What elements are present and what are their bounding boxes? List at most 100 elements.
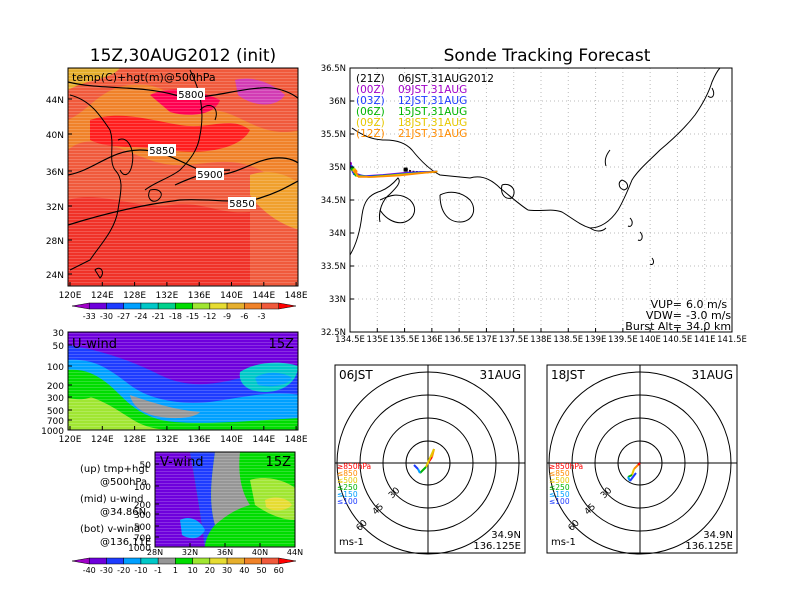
v-ytick-label: 50 [140, 461, 152, 471]
v-ytick-label: 700 [134, 534, 151, 544]
temp-colorbar-swatch [226, 302, 245, 310]
map-ytick-label: 36N [329, 97, 346, 107]
hodograph-level-label: ≤100 [549, 497, 570, 506]
hodograph-level-label: ≤850 [549, 469, 570, 478]
v-colorbar-tick: 30 [222, 566, 232, 575]
hodograph-time: 18JST [551, 368, 585, 382]
legend-entry-code: (09Z) [356, 117, 385, 129]
u-ytick-label: 50 [53, 342, 65, 352]
u-xtick-label: 136E [188, 435, 211, 445]
svg-text:5850: 5850 [149, 146, 174, 157]
hodograph-time: 06JST [339, 368, 373, 382]
hodograph-unit: ms-1 [551, 537, 576, 548]
track-series-line [354, 170, 438, 178]
v-colorbar-swatch [244, 557, 262, 565]
temp-colorbar-tick: -18 [169, 312, 182, 321]
u-ytick-label: 500 [47, 407, 64, 417]
v-ytick-label: 500 [134, 523, 151, 533]
legend-entry-time: 15JST,31AUG [398, 106, 467, 118]
note-mid-line1: (mid) u-wind [80, 494, 143, 505]
temp-colorbar-swatch [88, 302, 107, 310]
legend-entry-code: (03Z) [356, 95, 385, 107]
legend-entry-code: (21Z) [356, 73, 385, 85]
u-ytick-label: 1000 [41, 427, 64, 437]
v-xtick-label: 28N [147, 548, 163, 557]
v-wind-label: V-wind [160, 455, 204, 470]
v-xtick-label: 44N [287, 548, 303, 557]
temp-colorbar-swatch [278, 302, 297, 310]
v-ytick-label: 200 [134, 501, 151, 511]
v-colorbar-tick: -30 [100, 566, 113, 575]
v-wind-time: 15Z [266, 455, 292, 470]
v-colorbar-swatch [192, 557, 211, 565]
hodograph-trace-segment [413, 464, 419, 470]
temp-xtick-label: 128E [123, 291, 146, 301]
v-colorbar-tick: 50 [256, 566, 266, 575]
map-ytick-label: 35N [329, 163, 346, 173]
hodograph-level-label: ≤250 [337, 483, 358, 492]
v-colorbar-tick: -20 [117, 566, 130, 575]
v-colorbar-tick: 20 [205, 566, 215, 575]
v-colorbar-swatch [71, 557, 90, 565]
map-ytick-label: 35.5N [321, 130, 346, 140]
v-colorbar-swatch [209, 557, 228, 565]
temp-xtick-label: 124E [91, 291, 114, 301]
hodograph-level-label: ≤100 [337, 497, 358, 506]
v-xtick-label: 36N [217, 548, 233, 557]
hodograph-lon: 136.125E [685, 541, 733, 552]
temp-colorbar-swatch [209, 302, 228, 310]
u-xtick-label: 148E [285, 435, 308, 445]
v-colorbar-swatch [226, 557, 245, 565]
contour-label: 5850 [148, 144, 176, 157]
temp-colorbar-swatch [192, 302, 211, 310]
temp-colorbar-swatch [106, 302, 124, 310]
temp-colorbar-tick: -33 [83, 312, 96, 321]
hodograph-trace-segment [425, 448, 435, 468]
v-ytick-label: 100 [134, 483, 151, 493]
v-ytick-label: 1000 [128, 544, 151, 554]
legend-entry-code: (12Z) [356, 128, 385, 140]
temp-ytick-label: 44N [46, 96, 64, 106]
u-xtick-label: 132E [155, 435, 178, 445]
vup-label: VUP= [651, 298, 682, 311]
u-xtick-label: 124E [91, 435, 114, 445]
v-colorbar-tick: -10 [134, 566, 147, 575]
map-xtick-label: 139.5E [608, 335, 638, 345]
temp-ytick-label: 24N [46, 271, 64, 281]
temp-colorbar-swatch [261, 302, 280, 310]
temp-colorbar-tick: -27 [117, 312, 130, 321]
temp-ytick-label: 32N [46, 203, 64, 213]
map-xtick-label: 140.5E [663, 335, 693, 345]
map-xtick-label: 134.5E [335, 335, 365, 345]
temp-colorbar-swatch [71, 302, 90, 310]
map-ytick-label: 32.5N [321, 328, 346, 338]
map-ytick-label: 34N [329, 229, 346, 239]
legend-entry-time: 09JST,31AUG [398, 84, 467, 96]
temp-panel-label: temp(C)+hgt(m)@500hPa [72, 71, 216, 84]
temp-xtick-label: 148E [285, 291, 308, 301]
map-xtick-label: 137E [476, 335, 498, 345]
map-xtick-label: 136E [421, 335, 443, 345]
launch-site-marker [403, 167, 408, 172]
map-xtick-label: 138.5E [553, 335, 583, 345]
map-ytick-label: 36.5N [321, 64, 346, 74]
svg-text:5800: 5800 [178, 90, 203, 101]
legend-entry-code: (06Z) [356, 106, 385, 118]
temp-colorbar-tick: -30 [100, 312, 113, 321]
map-xtick-label: 140E [639, 335, 661, 345]
u-wind-label: U-wind [72, 337, 117, 352]
v-colorbar-tick: -1 [154, 566, 162, 575]
hodograph-level-label: ≤500 [549, 476, 570, 485]
hodograph-trace-segment [633, 464, 639, 470]
vup-value: 6.0 m/s [686, 298, 727, 311]
temp-colorbar-tick: -21 [152, 312, 165, 321]
hodograph-level-label: ≥850hPa [549, 462, 583, 471]
temp-colorbar-swatch [157, 302, 176, 310]
note-bot-line2: @136.11E [100, 537, 151, 548]
right-title: Sonde Tracking Forecast [444, 46, 651, 66]
hodograph-trace-segment [419, 466, 427, 474]
